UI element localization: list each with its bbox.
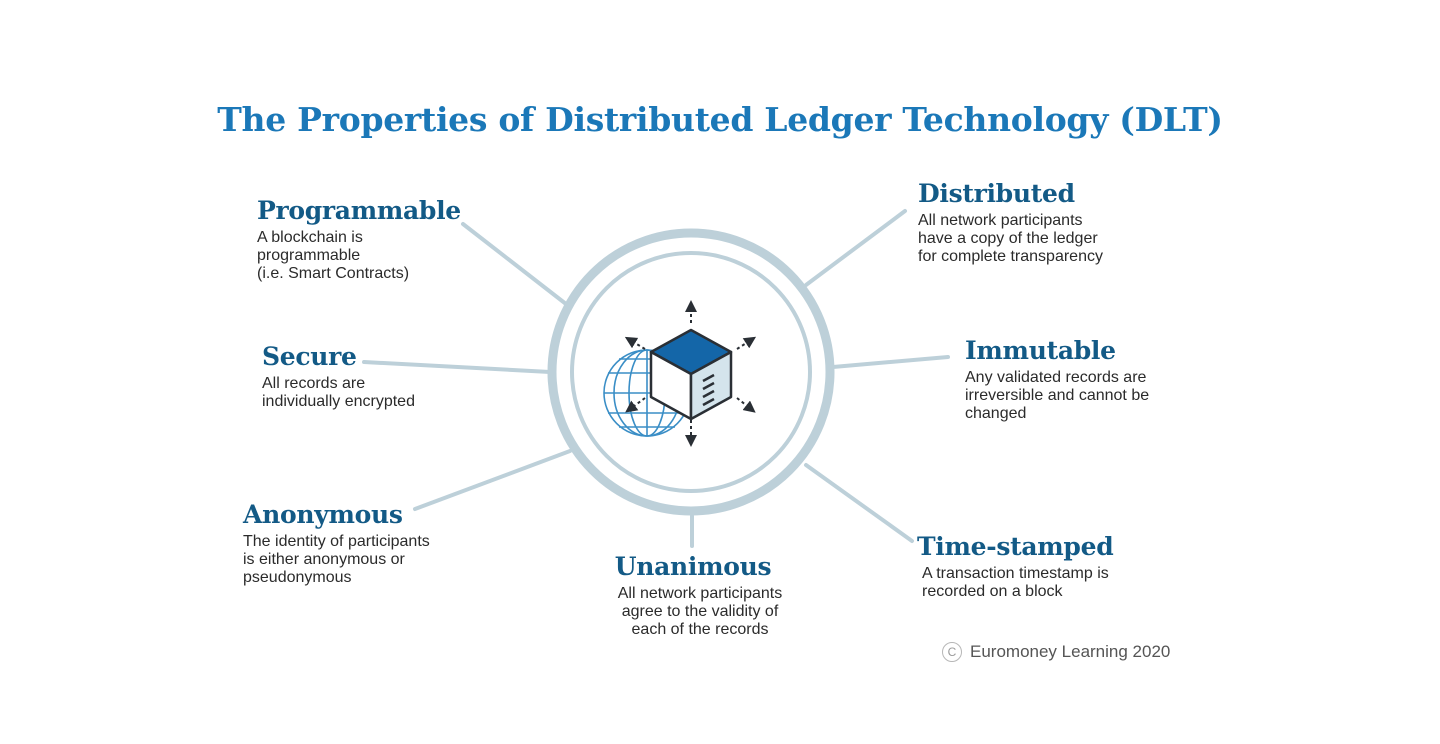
property-heading: Immutable <box>965 336 1116 365</box>
description-line: A blockchain is <box>257 229 363 246</box>
description-line: agree to the validity of <box>621 603 779 620</box>
copyright-footer: C Euromoney Learning 2020 <box>942 642 1170 662</box>
description-line: Any validated records are <box>965 369 1147 386</box>
property-heading: Secure <box>262 342 357 371</box>
description-line: irreversible and cannot be <box>965 387 1150 404</box>
description-line: have a copy of the ledger <box>918 230 1098 247</box>
connector-immutable <box>831 355 950 369</box>
property-anonymous: Anonymous The identity of participants i… <box>243 500 430 587</box>
property-description: All network participants agree to the va… <box>580 585 820 639</box>
property-immutable: Immutable Any validated records are irre… <box>965 336 1149 423</box>
property-programmable: Programmable A blockchain is programmabl… <box>257 196 461 283</box>
property-distributed: Distributed All network participants hav… <box>918 179 1103 266</box>
description-line: recorded on a block <box>922 583 1063 600</box>
property-description: A transaction timestamp is recorded on a… <box>917 565 1113 601</box>
property-heading: Time-stamped <box>917 532 1114 561</box>
connector-anonymous <box>413 449 572 511</box>
outer-ring <box>547 228 835 516</box>
property-description: A blockchain is programmable (i.e. Smart… <box>257 229 461 283</box>
property-heading: Distributed <box>918 179 1075 208</box>
description-line: programmable <box>257 247 361 264</box>
description-line: pseudonymous <box>243 569 352 586</box>
property-description: All records are individually encrypted <box>262 375 415 411</box>
description-line: All records are <box>262 375 366 392</box>
property-description: All network participants have a copy of … <box>918 212 1103 266</box>
property-description: Any validated records are irreversible a… <box>965 369 1149 423</box>
blockchain-cube-icon <box>649 328 733 421</box>
description-line: The identity of participants <box>243 533 430 550</box>
connector-distributed <box>804 209 907 287</box>
property-heading: Anonymous <box>243 500 403 529</box>
connector-programmable <box>461 222 568 306</box>
description-line: for complete transparency <box>918 248 1103 265</box>
description-line: All network participants <box>617 585 783 602</box>
copyright-text: Euromoney Learning 2020 <box>970 642 1171 661</box>
property-unanimous: Unanimous All network participants agree… <box>580 552 820 639</box>
property-secure: Secure All records are individually encr… <box>262 342 415 411</box>
connector-time-stamped <box>804 463 914 543</box>
copyright-icon: C <box>942 642 962 662</box>
property-time-stamped: Time-stamped A transaction timestamp is … <box>917 532 1114 601</box>
property-heading: Unanimous <box>614 552 772 581</box>
description-line: (i.e. Smart Contracts) <box>257 265 410 282</box>
connector-secure <box>362 360 552 374</box>
description-line: A transaction timestamp is <box>922 565 1109 582</box>
connector-lines <box>362 209 950 548</box>
description-line: changed <box>965 405 1027 422</box>
description-line: All network participants <box>918 212 1083 229</box>
description-line: is either anonymous or <box>243 551 405 568</box>
outward-arrow-icon <box>624 300 757 447</box>
page-title: The Properties of Distributed Ledger Tec… <box>217 100 1223 139</box>
property-heading: Programmable <box>257 196 461 225</box>
description-line: individually encrypted <box>262 393 415 410</box>
description-line: each of the records <box>631 621 769 638</box>
property-description: The identity of participants is either a… <box>243 533 430 587</box>
